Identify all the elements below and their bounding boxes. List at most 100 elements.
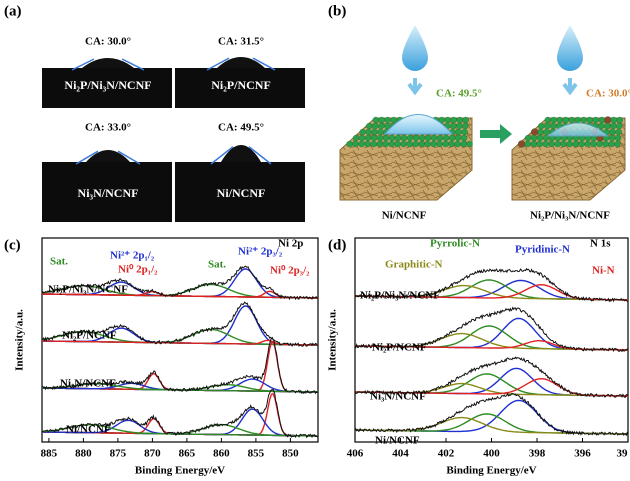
panel-d: (d) 406 404 402 400 398 396 39 Binding Energy/e… <box>327 237 629 477</box>
particle <box>436 140 443 148</box>
droplet-icon <box>557 25 583 71</box>
contact-angle: CA: 33.0° <box>85 122 131 134</box>
particle <box>372 122 379 130</box>
particle <box>359 128 366 136</box>
particle <box>542 140 549 148</box>
particle <box>604 122 611 130</box>
fit-component <box>355 416 628 435</box>
particle <box>456 122 463 130</box>
particle <box>538 122 545 130</box>
spectrum <box>354 356 629 399</box>
particle <box>377 128 384 136</box>
x-tick-label: 885 <box>41 448 58 460</box>
fit-component <box>355 399 628 435</box>
sample-label: Ni/NCNF <box>217 186 266 200</box>
particle <box>424 134 432 142</box>
tangent <box>71 58 145 71</box>
particle <box>412 134 420 142</box>
droplet <box>217 57 265 68</box>
peak-label: Pyridinic-N <box>515 244 570 256</box>
particle <box>537 128 544 136</box>
spectrum <box>354 267 629 303</box>
tangent <box>210 146 272 165</box>
spectrum <box>354 392 629 437</box>
particle <box>615 128 622 136</box>
particle <box>430 140 437 148</box>
y-axis-label: Intensity/a.u. <box>14 309 26 371</box>
particle <box>406 134 414 142</box>
particle <box>580 116 587 124</box>
particle <box>390 116 397 124</box>
photo <box>42 62 172 108</box>
particle <box>436 134 444 142</box>
contact-angle: CA: 31.5° <box>218 36 264 48</box>
droplet <box>82 58 134 68</box>
particle <box>372 116 379 124</box>
particle <box>560 140 567 148</box>
particle <box>554 140 561 148</box>
panel-label: (d) <box>328 237 346 253</box>
particle <box>517 140 526 148</box>
particle <box>602 140 609 148</box>
particle <box>418 140 425 148</box>
particle <box>442 140 449 148</box>
particle <box>376 140 383 148</box>
fit-component <box>42 339 318 346</box>
x-tick-label: 875 <box>110 448 127 460</box>
particle <box>461 128 468 136</box>
sample-label: Ni₂P/Ni₃N/NCNF <box>48 284 128 296</box>
particle <box>524 140 531 148</box>
particle <box>400 140 407 148</box>
particle <box>450 116 457 124</box>
particle <box>530 134 538 142</box>
particle <box>388 140 395 148</box>
sample-label: Ni₃N/NCNF <box>60 378 116 390</box>
x-tick-label: 880 <box>75 448 92 460</box>
particle <box>596 140 603 148</box>
x-axis-label: Binding Energy/eV <box>446 465 536 477</box>
particle <box>536 140 543 148</box>
particle <box>346 140 353 148</box>
particle <box>400 134 408 142</box>
particle <box>608 140 615 148</box>
panel-label: (a) <box>4 3 22 19</box>
particle <box>462 122 469 130</box>
droplet-icon <box>402 25 428 71</box>
x-tick-label: 406 <box>347 448 364 460</box>
x-tick-label: 404 <box>392 448 409 460</box>
contact-angle: CA: 30.0° <box>586 88 630 100</box>
spectrum <box>354 306 629 353</box>
peak-label: Sat. <box>50 256 68 268</box>
peak-label: Ni⁰ 2p₁/₂ <box>118 264 158 276</box>
x-axis-label: Binding Energy/eV <box>135 465 225 477</box>
particle <box>412 140 419 148</box>
particle <box>370 134 378 142</box>
peak-label: Graphitic-N <box>385 259 442 271</box>
peak-label: Sat. <box>208 259 226 271</box>
particle <box>550 116 557 124</box>
sample-label: Ni₂P/NCNF <box>62 330 117 342</box>
particle <box>448 140 455 148</box>
particle <box>610 122 617 130</box>
particle <box>609 128 616 136</box>
particle <box>544 122 551 130</box>
droplet <box>86 150 130 162</box>
particle <box>424 140 431 148</box>
photo <box>175 62 305 108</box>
x-tick-label: 402 <box>438 448 455 460</box>
droplet <box>383 114 454 135</box>
tangent <box>75 150 141 165</box>
panel-label: (c) <box>4 237 21 253</box>
sample-label: Ni₂P/NCNF <box>211 78 271 92</box>
particle <box>364 140 371 148</box>
contact-angle: CA: 30.0° <box>85 36 131 48</box>
particle <box>543 128 550 136</box>
panel-a: (a) CA: 30.0° Ni₂P/Ni₃N/NCNF CA: 31.5° Ni₂P… <box>4 3 305 222</box>
particle <box>566 140 573 148</box>
particle <box>366 122 373 130</box>
sample-label: Ni₂P/NCNF <box>372 342 427 354</box>
y-axis-label: Intensity/a.u. <box>327 309 339 371</box>
spectrum <box>41 336 319 395</box>
particle <box>455 128 462 136</box>
